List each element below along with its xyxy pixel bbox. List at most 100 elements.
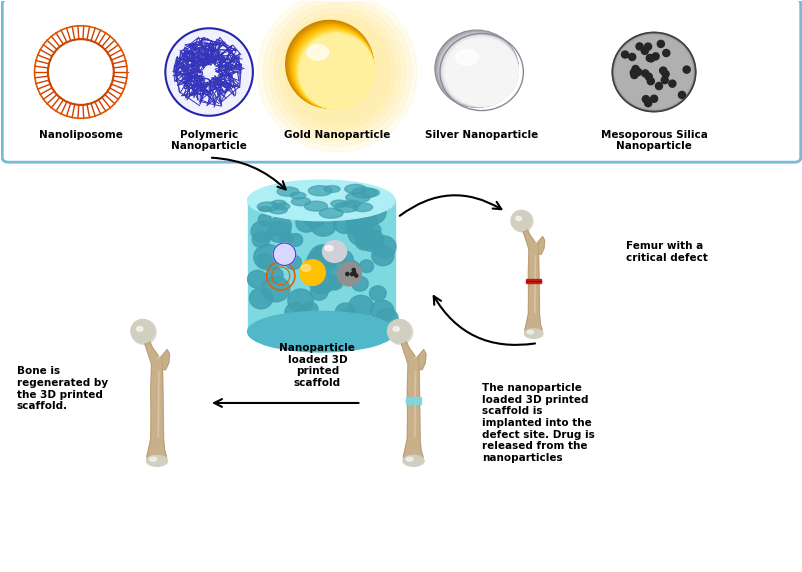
Ellipse shape: [614, 35, 691, 109]
Ellipse shape: [271, 200, 286, 206]
Ellipse shape: [247, 180, 395, 221]
Ellipse shape: [661, 70, 668, 78]
Ellipse shape: [437, 33, 517, 107]
Ellipse shape: [316, 260, 331, 273]
Ellipse shape: [644, 43, 650, 50]
Ellipse shape: [346, 272, 349, 276]
Ellipse shape: [301, 265, 310, 271]
Ellipse shape: [165, 28, 253, 116]
Ellipse shape: [347, 221, 375, 246]
Ellipse shape: [344, 184, 366, 193]
Ellipse shape: [249, 288, 273, 309]
Ellipse shape: [330, 200, 347, 208]
Ellipse shape: [295, 213, 317, 232]
Ellipse shape: [613, 33, 694, 111]
Ellipse shape: [304, 201, 327, 211]
Ellipse shape: [371, 236, 395, 258]
Ellipse shape: [146, 455, 168, 466]
Ellipse shape: [524, 329, 542, 339]
Ellipse shape: [367, 224, 380, 236]
Ellipse shape: [312, 247, 328, 261]
Ellipse shape: [392, 327, 399, 331]
Ellipse shape: [251, 221, 274, 242]
Ellipse shape: [631, 65, 638, 73]
Ellipse shape: [286, 255, 301, 269]
Ellipse shape: [295, 206, 309, 219]
Ellipse shape: [298, 33, 374, 109]
Ellipse shape: [658, 67, 666, 74]
Ellipse shape: [258, 214, 271, 225]
Ellipse shape: [634, 69, 641, 76]
Ellipse shape: [651, 53, 658, 60]
Ellipse shape: [646, 54, 653, 62]
Ellipse shape: [294, 29, 374, 109]
Ellipse shape: [387, 320, 412, 344]
Ellipse shape: [435, 30, 518, 107]
Ellipse shape: [310, 212, 336, 236]
Ellipse shape: [258, 206, 270, 212]
Polygon shape: [399, 334, 415, 364]
Ellipse shape: [660, 77, 667, 84]
Ellipse shape: [444, 37, 517, 106]
Ellipse shape: [369, 286, 386, 301]
Ellipse shape: [406, 457, 412, 461]
Ellipse shape: [269, 206, 287, 214]
Ellipse shape: [324, 204, 340, 219]
Ellipse shape: [352, 203, 372, 212]
Ellipse shape: [287, 289, 313, 312]
Ellipse shape: [444, 38, 517, 106]
Ellipse shape: [273, 9, 400, 136]
Ellipse shape: [650, 95, 657, 102]
Polygon shape: [521, 223, 534, 249]
Ellipse shape: [268, 3, 406, 141]
Ellipse shape: [261, 276, 290, 302]
Ellipse shape: [630, 69, 637, 76]
Ellipse shape: [515, 216, 520, 221]
Ellipse shape: [646, 78, 654, 85]
Ellipse shape: [333, 310, 360, 334]
Ellipse shape: [375, 308, 398, 328]
Ellipse shape: [371, 246, 394, 265]
Ellipse shape: [292, 26, 374, 109]
Ellipse shape: [647, 55, 654, 62]
Ellipse shape: [355, 235, 372, 250]
Ellipse shape: [309, 271, 334, 294]
Ellipse shape: [252, 232, 269, 248]
Ellipse shape: [280, 232, 294, 245]
Ellipse shape: [662, 50, 669, 57]
Ellipse shape: [304, 209, 324, 228]
Ellipse shape: [335, 303, 354, 321]
Ellipse shape: [247, 311, 395, 352]
Ellipse shape: [333, 251, 346, 263]
Polygon shape: [161, 349, 169, 370]
Ellipse shape: [290, 192, 306, 199]
Text: Gold Nanoparticle: Gold Nanoparticle: [284, 130, 390, 140]
Ellipse shape: [299, 260, 325, 285]
Text: Mesoporous Silica
Nanoparticle: Mesoporous Silica Nanoparticle: [600, 130, 707, 152]
Ellipse shape: [330, 250, 353, 270]
Text: Polymeric
Nanoparticle: Polymeric Nanoparticle: [171, 130, 247, 152]
Ellipse shape: [257, 0, 417, 152]
Ellipse shape: [343, 200, 360, 208]
Text: Bone is
regenerated by
the 3D printed
scaffold.: Bone is regenerated by the 3D printed sc…: [17, 366, 107, 411]
Ellipse shape: [285, 303, 306, 321]
Ellipse shape: [334, 202, 358, 212]
Ellipse shape: [317, 267, 342, 290]
Ellipse shape: [363, 214, 377, 227]
Ellipse shape: [612, 33, 695, 112]
Ellipse shape: [439, 34, 517, 107]
Ellipse shape: [302, 302, 318, 316]
Ellipse shape: [403, 455, 423, 466]
Ellipse shape: [308, 186, 331, 196]
Ellipse shape: [359, 229, 383, 251]
Ellipse shape: [628, 53, 635, 61]
Ellipse shape: [131, 320, 154, 343]
Ellipse shape: [306, 250, 330, 272]
Ellipse shape: [440, 35, 517, 106]
Polygon shape: [143, 334, 158, 364]
Ellipse shape: [324, 186, 339, 192]
Ellipse shape: [342, 260, 359, 277]
Ellipse shape: [279, 14, 395, 130]
Ellipse shape: [510, 210, 531, 231]
Ellipse shape: [310, 284, 327, 300]
